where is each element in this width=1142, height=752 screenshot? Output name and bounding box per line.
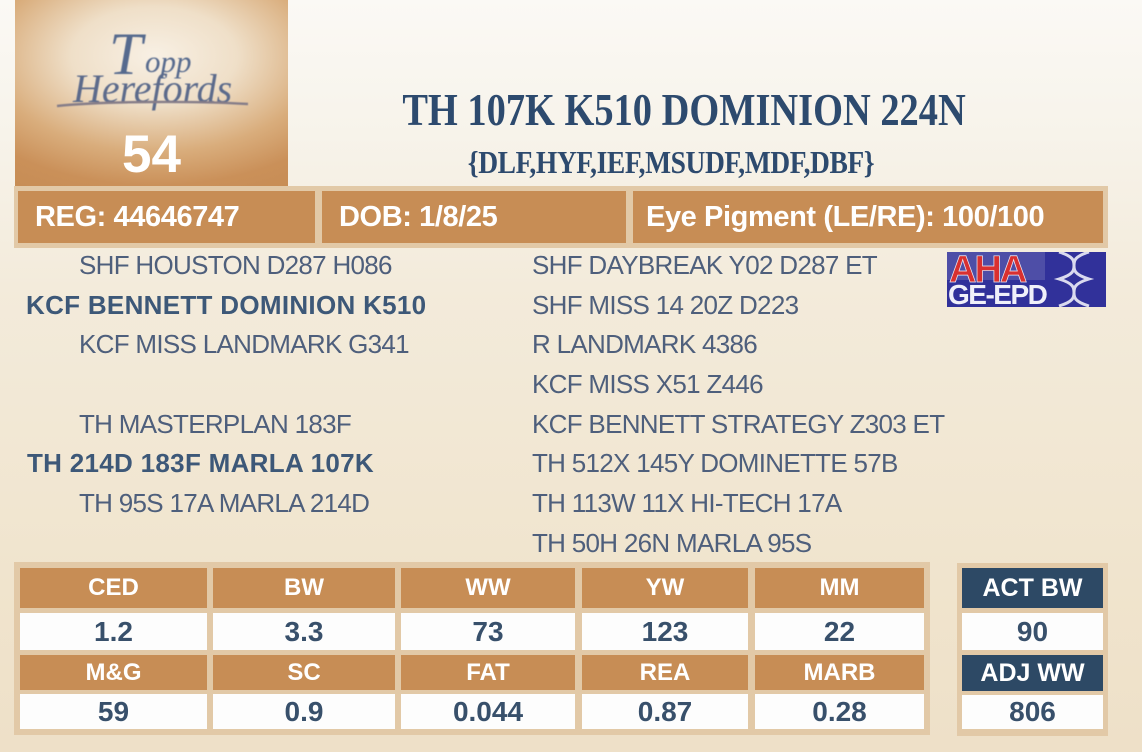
svg-text:AHA: AHA	[949, 252, 1027, 291]
svg-text:T: T	[109, 25, 146, 87]
svg-text:opp: opp	[145, 44, 192, 79]
svg-text:GE-EPD: GE-EPD	[948, 279, 1048, 307]
